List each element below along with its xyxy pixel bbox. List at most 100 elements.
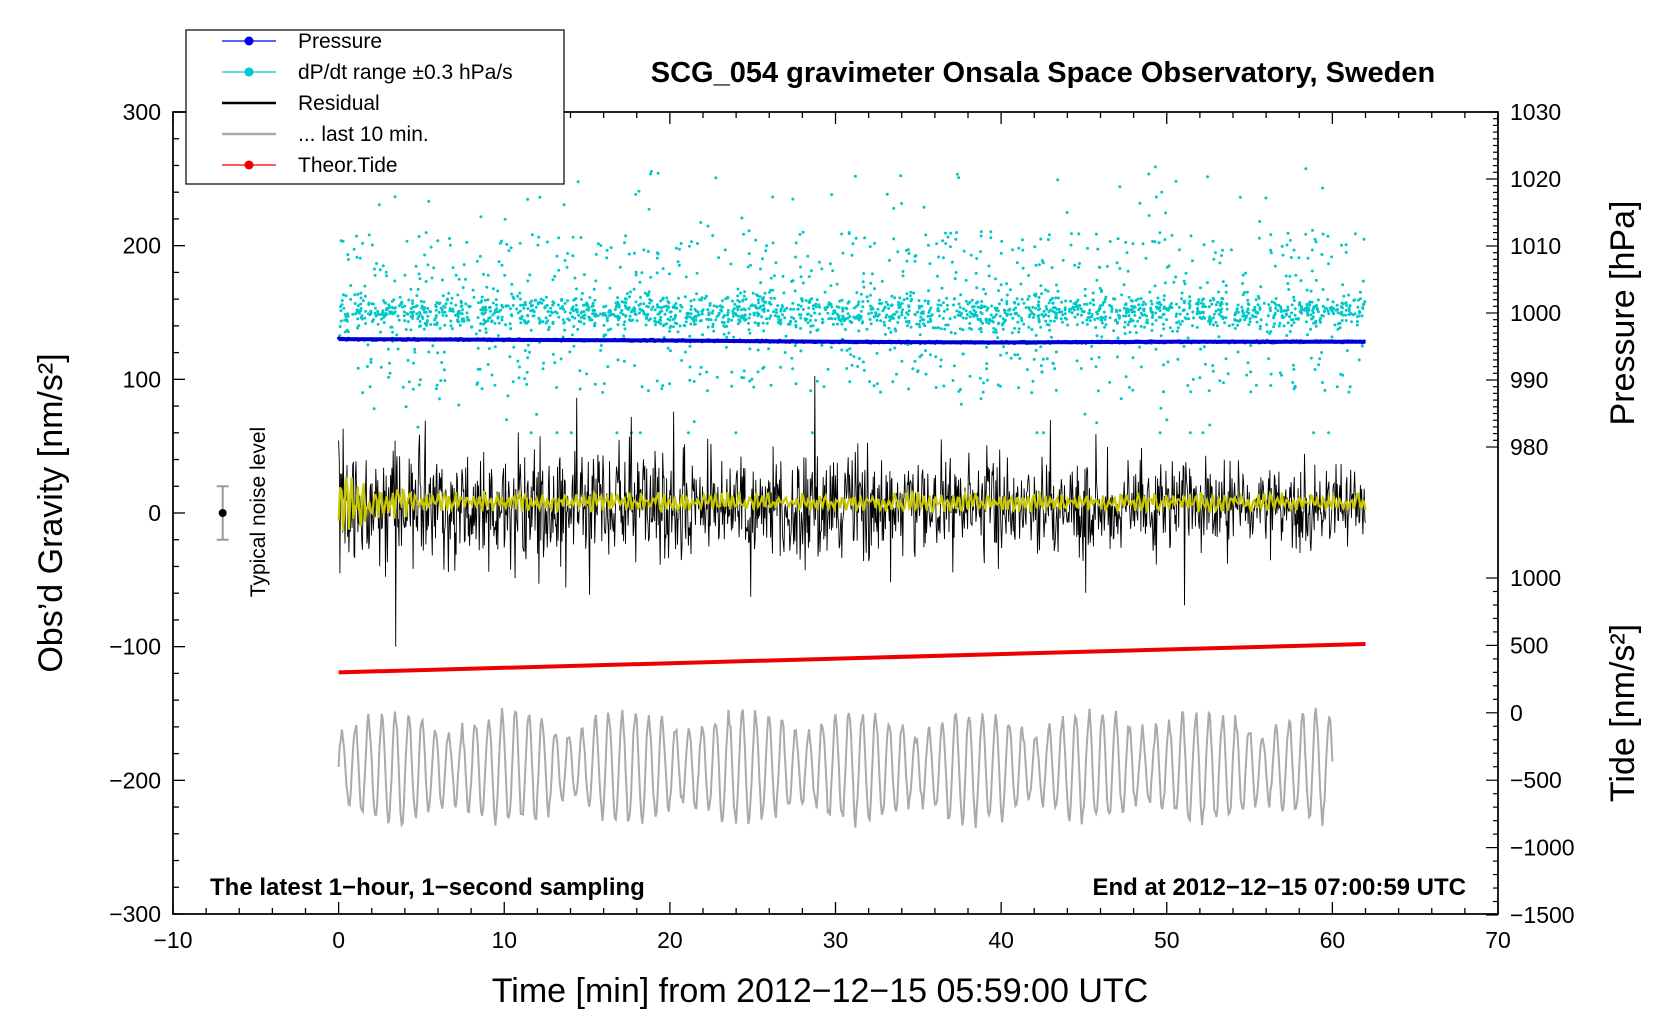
dpdt-point [877, 313, 881, 317]
dpdt-point [1361, 279, 1365, 283]
dpdt-point [936, 307, 940, 311]
dpdt-point [1124, 240, 1128, 244]
dpdt-point [622, 359, 626, 363]
dpdt-point [771, 288, 775, 292]
dpdt-point [757, 321, 761, 325]
dpdt-point [1344, 243, 1348, 247]
dpdt-point [825, 305, 829, 309]
dpdt-point [697, 313, 701, 317]
dpdt-point [499, 308, 503, 312]
dpdt-point [1235, 307, 1239, 311]
dpdt-point [540, 301, 544, 305]
dpdt-point [629, 290, 632, 294]
dpdt-point [815, 298, 819, 302]
dpdt-point [830, 193, 834, 197]
dpdt-point [1280, 316, 1284, 319]
tide-axis-label: Tide [nm/s²] [1604, 624, 1642, 802]
dpdt-point [534, 305, 538, 309]
dpdt-point [481, 306, 485, 309]
dpdt-point [1054, 350, 1058, 354]
dpdt-point [948, 245, 952, 249]
dpdt-point [661, 384, 665, 388]
dpdt-point [576, 327, 580, 331]
dpdt-point [1139, 311, 1143, 315]
dpdt-point [482, 318, 486, 322]
dpdt-point [893, 346, 897, 350]
dpdt-point [1017, 327, 1021, 331]
dpdt-point [510, 292, 514, 296]
dpdt-point [975, 286, 979, 290]
dpdt-point [1143, 325, 1146, 329]
legend-label: Theor.Tide [298, 154, 398, 177]
dpdt-point [890, 294, 894, 298]
dpdt-point [359, 302, 363, 306]
y-axis-label: Obs’d Gravity [nm/s²] [32, 353, 70, 672]
dpdt-point [372, 267, 376, 271]
dpdt-point [573, 316, 577, 320]
dpdt-point [1163, 238, 1167, 241]
dpdt-point [376, 313, 380, 316]
dpdt-point [458, 323, 462, 327]
dpdt-point [565, 265, 569, 269]
dpdt-point [1021, 238, 1024, 242]
dpdt-point [425, 321, 429, 324]
dpdt-point [1079, 307, 1083, 311]
dpdt-point [615, 431, 619, 435]
dpdt-point [563, 259, 567, 262]
dpdt-point [887, 306, 891, 310]
dpdt-point [623, 241, 626, 245]
dpdt-point [1311, 311, 1315, 315]
dpdt-point [1345, 304, 1348, 307]
dpdt-point [618, 265, 622, 269]
dpdt-point [717, 256, 721, 260]
dpdt-point [569, 431, 573, 435]
dpdt-point [614, 305, 618, 309]
dpdt-point [1309, 327, 1313, 331]
dpdt-point [1284, 309, 1288, 313]
dpdt-point [1309, 313, 1313, 317]
dpdt-point [1136, 297, 1140, 301]
dpdt-point [1190, 259, 1194, 263]
dpdt-point [1067, 310, 1071, 313]
dpdt-point [1272, 314, 1276, 318]
dpdt-point [698, 372, 702, 376]
dpdt-point [616, 358, 620, 362]
dpdt-point [813, 311, 817, 315]
dpdt-point [1340, 319, 1344, 322]
dpdt-point [1026, 297, 1030, 301]
dpdt-point [1171, 329, 1175, 333]
dpdt-point [814, 318, 818, 322]
dpdt-point [457, 277, 461, 281]
dpdt-point [434, 387, 438, 391]
dpdt-point [1104, 315, 1108, 319]
dpdt-point [1088, 319, 1092, 323]
dpdt-point [487, 347, 491, 351]
dpdt-point [1081, 321, 1085, 325]
dpdt-point [944, 242, 948, 245]
dpdt-point [1240, 305, 1244, 309]
dpdt-point [623, 297, 627, 301]
dpdt-point [882, 320, 886, 324]
dpdt-point [1088, 301, 1092, 305]
dpdt-point [1076, 305, 1080, 309]
dpdt-point [1020, 316, 1023, 320]
dpdt-point [1112, 297, 1115, 301]
dpdt-point [944, 323, 948, 327]
dpdt-point [656, 171, 660, 175]
dpdt-point [555, 386, 558, 389]
dpdt-point [755, 311, 759, 315]
dpdt-point [1241, 273, 1245, 277]
dpdt-point [440, 361, 444, 364]
dpdt-point [1118, 267, 1122, 270]
dpdt-point [862, 368, 866, 372]
dpdt-point [894, 329, 898, 333]
dpdt-point [689, 304, 693, 308]
dpdt-point [699, 298, 703, 302]
dpdt-point [585, 372, 589, 376]
dpdt-point [624, 314, 628, 318]
dpdt-point [1008, 308, 1011, 312]
dpdt-point [761, 257, 764, 261]
dpdt-point [1066, 323, 1070, 327]
dpdt-point [1229, 248, 1233, 252]
dpdt-point [1280, 373, 1283, 377]
